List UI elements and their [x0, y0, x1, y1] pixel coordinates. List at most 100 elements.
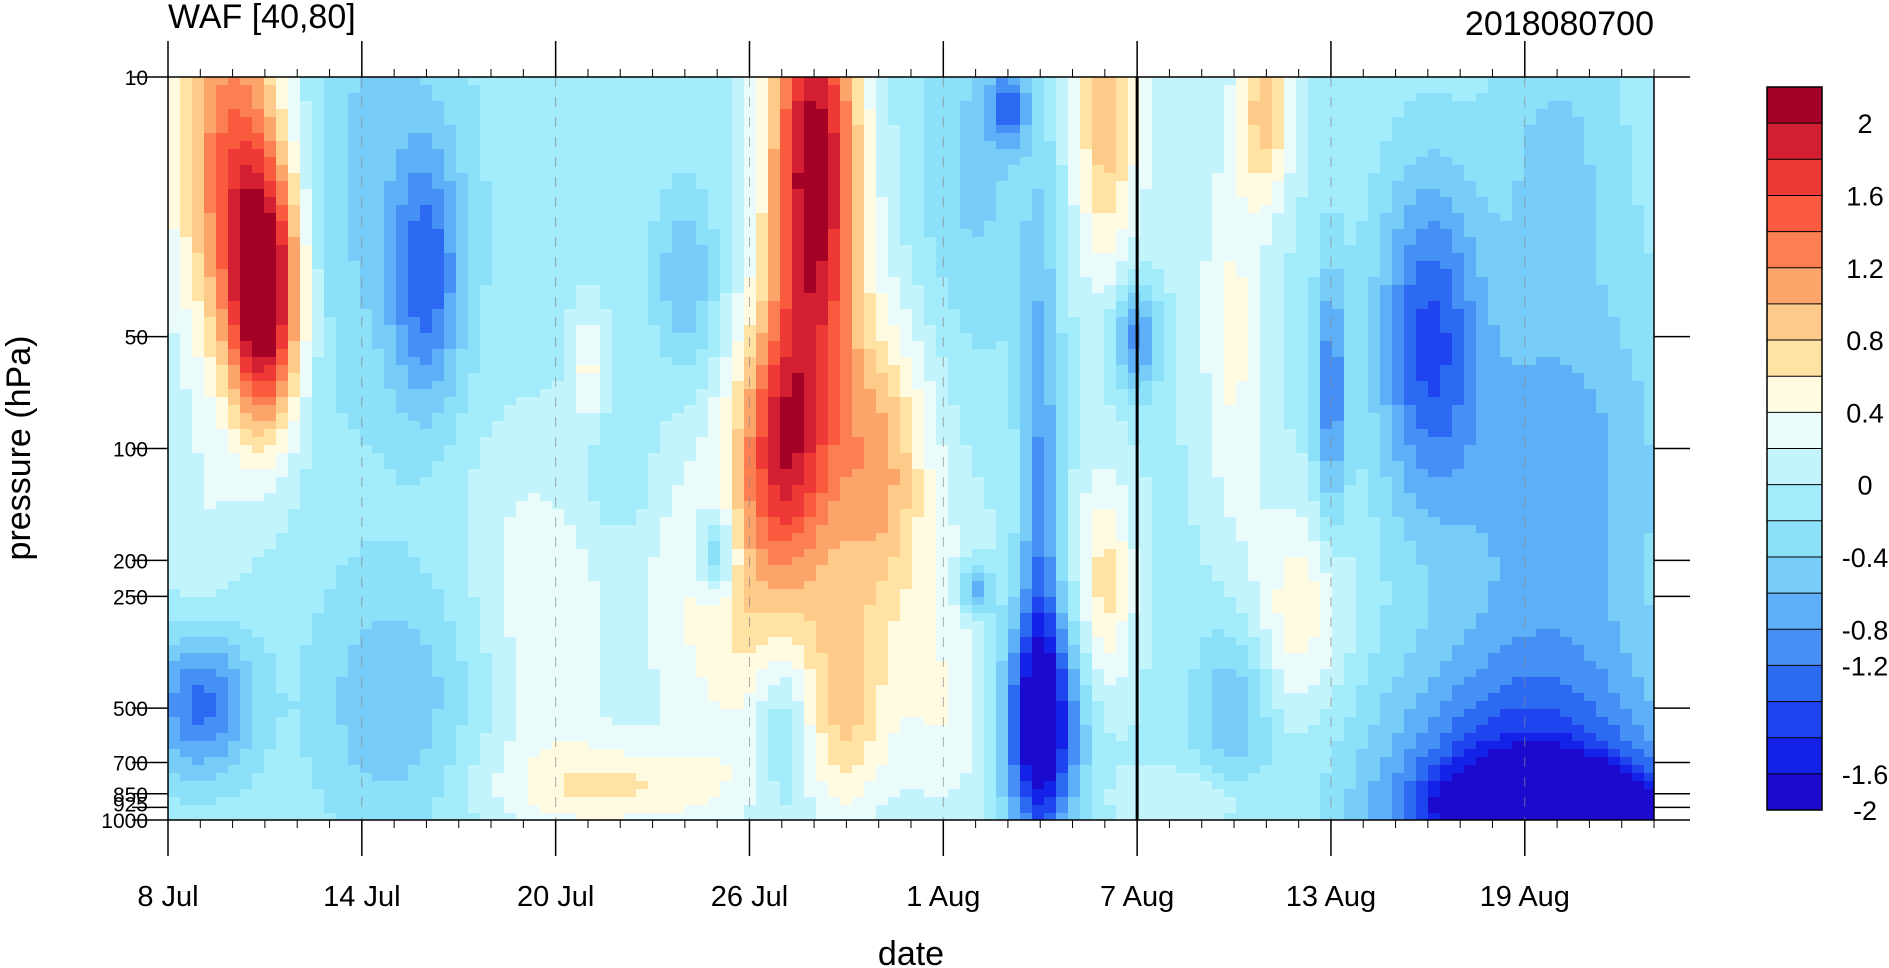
field-cell [204, 141, 217, 150]
field-cell [816, 165, 829, 174]
field-cell [1536, 205, 1549, 214]
field-cell [600, 341, 613, 350]
field-cell [948, 149, 961, 158]
field-cell [756, 293, 769, 302]
field-cell [696, 205, 709, 214]
field-cell [468, 149, 481, 158]
field-cell [780, 165, 793, 174]
field-cell [888, 381, 901, 390]
field-cell [1068, 125, 1081, 134]
field-cell [876, 357, 889, 366]
field-cell [1500, 365, 1513, 374]
field-cell [1512, 309, 1525, 318]
field-cell [420, 301, 433, 310]
field-cell [312, 149, 325, 158]
field-cell [1032, 149, 1045, 158]
field-cell [660, 269, 673, 278]
field-cell [312, 157, 325, 166]
field-cell [1584, 333, 1597, 342]
field-cell [1308, 85, 1321, 94]
field-cell [1536, 101, 1549, 110]
field-cell [168, 325, 181, 334]
field-cell [1224, 197, 1237, 206]
field-cell [276, 397, 289, 406]
field-cell [1644, 117, 1654, 126]
field-cell [804, 389, 817, 398]
field-cell [372, 373, 385, 382]
field-cell [936, 269, 949, 278]
field-cell [1548, 173, 1561, 182]
field-cell [756, 77, 769, 86]
field-cell [324, 157, 337, 166]
field-cell [1380, 269, 1393, 278]
field-cell [1152, 101, 1165, 110]
field-cell [1056, 333, 1069, 342]
field-cell [1236, 309, 1249, 318]
field-cell [1596, 181, 1609, 190]
field-cell [300, 237, 313, 246]
field-cell [648, 285, 661, 294]
field-cell [516, 357, 529, 366]
field-cell [276, 309, 289, 318]
field-cell [1440, 93, 1453, 102]
field-cell [384, 93, 397, 102]
field-cell [1452, 149, 1465, 158]
field-cell [1188, 213, 1201, 222]
field-cell [288, 237, 301, 246]
field-cell [1140, 149, 1153, 158]
field-cell [1512, 365, 1525, 374]
field-cell [432, 165, 445, 174]
field-cell [588, 389, 601, 398]
field-cell [1536, 181, 1549, 190]
field-cell [876, 93, 889, 102]
field-cell [564, 125, 577, 134]
field-cell [852, 261, 865, 270]
field-cell [1296, 189, 1309, 198]
field-cell [288, 157, 301, 166]
field-cell [840, 197, 853, 206]
field-cell [936, 173, 949, 182]
field-cell [1632, 165, 1645, 174]
field-cell [288, 197, 301, 206]
field-cell [540, 309, 553, 318]
field-cell [252, 205, 265, 214]
field-cell [1308, 93, 1321, 102]
field-cell [600, 125, 613, 134]
field-cell [576, 293, 589, 302]
field-cell [636, 221, 649, 230]
field-cell [420, 125, 433, 134]
field-cell [1200, 165, 1213, 174]
field-cell [1128, 133, 1141, 142]
field-cell [804, 173, 817, 182]
field-cell [444, 357, 457, 366]
field-cell [1092, 149, 1105, 158]
field-cell [504, 245, 517, 254]
field-cell [1632, 293, 1645, 302]
field-cell [1464, 373, 1477, 382]
field-cell [696, 341, 709, 350]
field-cell [396, 133, 409, 142]
field-cell [1512, 141, 1525, 150]
field-cell [432, 357, 445, 366]
field-cell [552, 213, 565, 222]
field-cell [804, 85, 817, 94]
field-cell [1524, 293, 1537, 302]
field-cell [408, 381, 421, 390]
field-cell [960, 197, 973, 206]
field-cell [960, 341, 973, 350]
field-cell [264, 101, 277, 110]
field-cell [636, 381, 649, 390]
field-cell [1440, 341, 1453, 350]
field-cell [312, 397, 325, 406]
field-cell [1464, 93, 1477, 102]
field-cell [516, 397, 529, 406]
field-cell [1476, 173, 1489, 182]
field-cell [984, 173, 997, 182]
field-cell [900, 277, 913, 286]
field-cell [336, 85, 349, 94]
field-cell [1152, 229, 1165, 238]
field-cell [1224, 181, 1237, 190]
field-cell [636, 141, 649, 150]
field-cell [420, 245, 433, 254]
field-cell [564, 133, 577, 142]
